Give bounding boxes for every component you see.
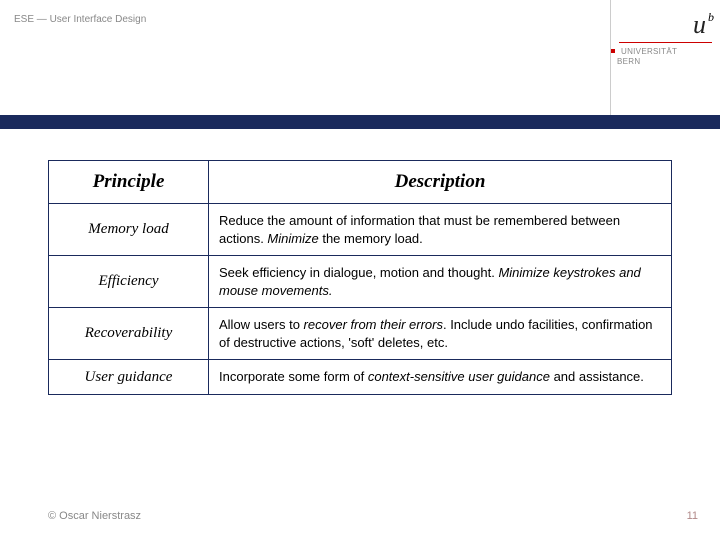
desc-post: and assistance. [550, 369, 644, 384]
desc-pre: Seek efficiency in dialogue, motion and … [219, 265, 498, 280]
header-band [0, 115, 720, 129]
desc-pre: Allow users to [219, 317, 304, 332]
table-row: User guidance Incorporate some form of c… [49, 360, 672, 395]
logo-dot-icon [611, 49, 615, 53]
table-row: Efficiency Seek efficiency in dialogue, … [49, 256, 672, 308]
slide-header: ESE — User Interface Design ub UNIVERSIT… [0, 0, 720, 115]
logo-divider [619, 42, 712, 43]
slide-content: Principle Description Memory load Reduce… [48, 160, 672, 395]
principle-cell: Recoverability [49, 308, 209, 360]
description-cell: Allow users to recover from their errors… [209, 308, 672, 360]
footer-copyright: © Oscar Nierstrasz [48, 510, 141, 522]
header-description: Description [209, 161, 672, 204]
logo-line1: UNIVERSITÄT [621, 47, 677, 56]
desc-em: recover from their errors [304, 317, 443, 332]
desc-pre: Incorporate some form of [219, 369, 368, 384]
university-logo: ub UNIVERSITÄT BERN [610, 0, 720, 115]
principle-cell: Memory load [49, 204, 209, 256]
header-principle: Principle [49, 161, 209, 204]
desc-post: the memory load. [319, 231, 423, 246]
description-cell: Reduce the amount of information that mu… [209, 204, 672, 256]
principle-cell: Efficiency [49, 256, 209, 308]
description-cell: Incorporate some form of context-sensiti… [209, 360, 672, 395]
description-cell: Seek efficiency in dialogue, motion and … [209, 256, 672, 308]
table-row: Recoverability Allow users to recover fr… [49, 308, 672, 360]
course-title: ESE — User Interface Design [14, 14, 146, 25]
desc-em: Minimize [267, 231, 318, 246]
logo-mark: ub [619, 10, 712, 40]
logo-text: UNIVERSITÄT BERN [617, 47, 710, 66]
principles-table: Principle Description Memory load Reduce… [48, 160, 672, 395]
logo-line2: BERN [617, 57, 640, 66]
page-number: 11 [687, 510, 698, 522]
table-header-row: Principle Description [49, 161, 672, 204]
logo-b: b [708, 10, 714, 24]
desc-em: context-sensitive user guidance [368, 369, 550, 384]
table-row: Memory load Reduce the amount of informa… [49, 204, 672, 256]
logo-u: u [693, 10, 706, 40]
principle-cell: User guidance [49, 360, 209, 395]
